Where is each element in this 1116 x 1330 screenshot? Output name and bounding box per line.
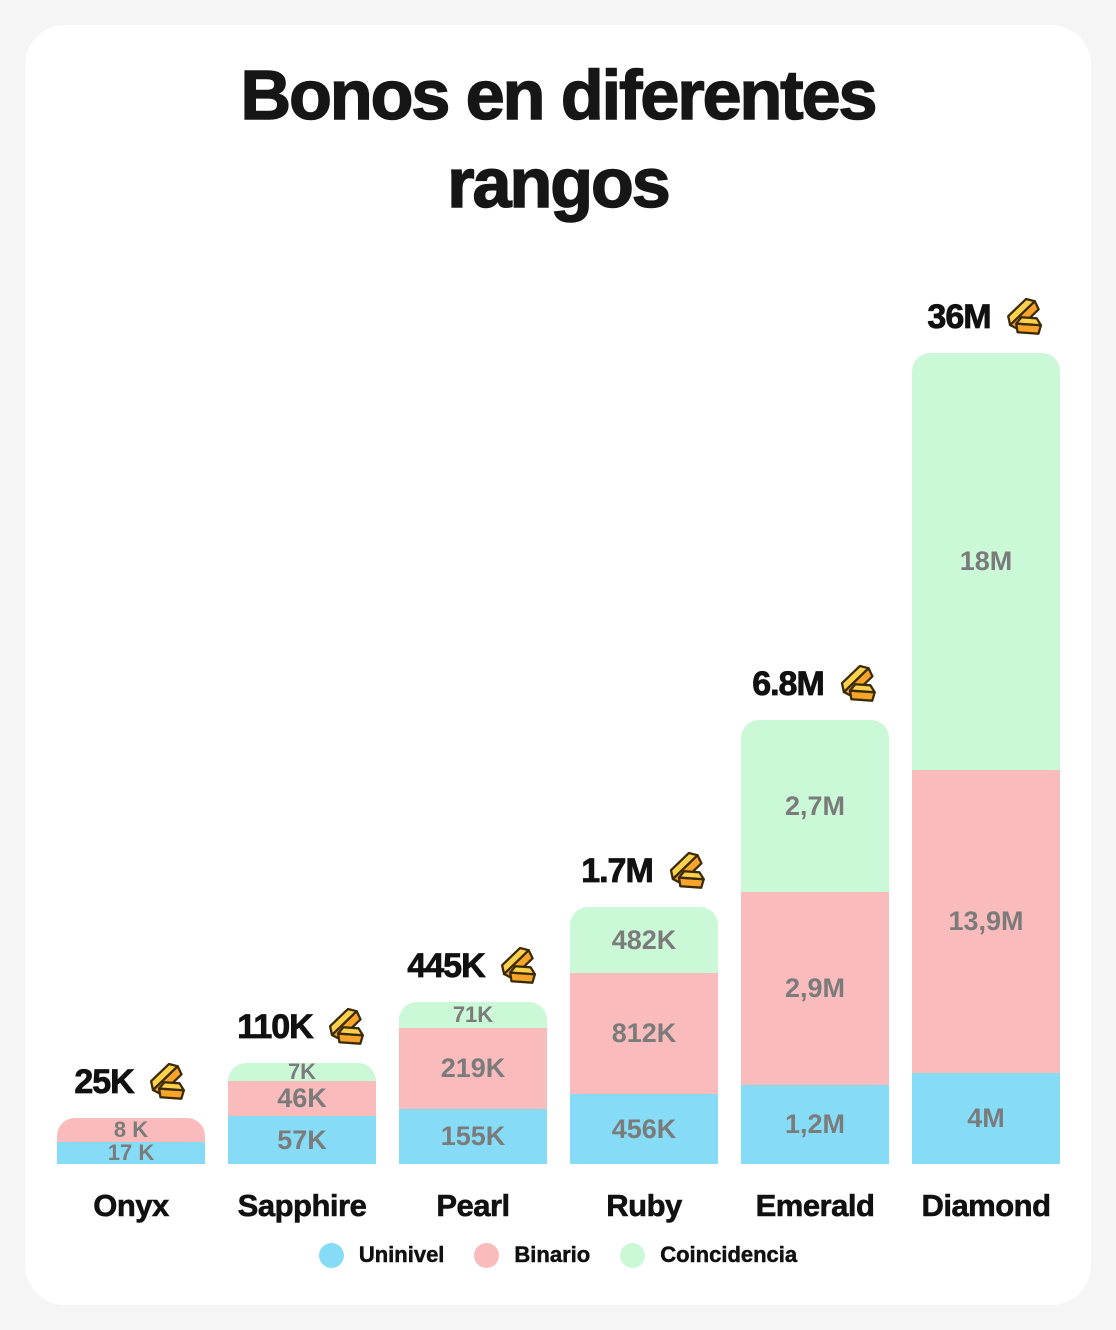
total-label-emerald: 6.8M	[752, 664, 878, 704]
segment-coincidencia-pearl: 71K	[399, 1002, 547, 1028]
bar-sapphire: 7K 46K 57K	[228, 1059, 376, 1164]
bar-onyx: 8 K 17 K	[57, 1117, 205, 1165]
legend-item-coincidencia: Coincidencia	[620, 1242, 797, 1268]
category-label-onyx: Onyx	[93, 1188, 170, 1224]
legend-swatch-coincidencia	[620, 1242, 646, 1268]
segment-value-label: 482K	[611, 924, 677, 955]
segment-value-label: 17 K	[107, 1140, 155, 1165]
bar-diamond: 18M 13,9M 4M	[912, 353, 1060, 1164]
gold-bars-icon	[501, 946, 537, 984]
legend-swatch-uninivel	[318, 1242, 344, 1268]
legend-label: Coincidencia	[660, 1242, 798, 1268]
total-label-sapphire: 110K	[237, 1007, 366, 1047]
segment-value-label: 155K	[440, 1121, 506, 1151]
total-value: 36M	[927, 297, 992, 336]
total-label-ruby: 1.7M	[581, 851, 707, 891]
segment-binario-pearl: 219K	[399, 1028, 547, 1109]
bar-pearl: 71K 219K 155K	[399, 1002, 547, 1164]
segment-value-label: 7K	[287, 1059, 317, 1084]
segment-value-label: 57K	[277, 1124, 327, 1155]
segment-value-label: 46K	[277, 1083, 327, 1113]
total-label-pearl: 445K	[407, 946, 538, 986]
total-value: 25K	[74, 1062, 135, 1101]
segment-coincidencia-emerald: 2,7M	[741, 720, 889, 892]
total-label-onyx: 25K	[74, 1062, 187, 1102]
segment-binario-diamond: 13,9M	[912, 770, 1060, 1073]
segment-coincidencia-diamond: 18M	[912, 353, 1060, 770]
category-label-sapphire: Sapphire	[237, 1188, 367, 1224]
segment-uninivel-sapphire: 57K	[228, 1116, 376, 1164]
legend-swatch-binario	[474, 1242, 500, 1268]
total-value: 1.7M	[581, 851, 654, 890]
segment-uninivel-emerald: 1,2M	[741, 1085, 889, 1164]
gold-bars-icon	[1007, 297, 1043, 335]
segment-value-label: 456K	[611, 1113, 677, 1144]
segment-coincidencia-ruby: 482K	[570, 907, 718, 973]
segment-binario-ruby: 812K	[570, 973, 718, 1094]
total-value: 110K	[237, 1007, 314, 1046]
category-label-diamond: Diamond	[921, 1188, 1051, 1224]
bar-ruby: 482K 812K 456K	[570, 907, 718, 1164]
segment-value-label: 2,7M	[784, 790, 846, 821]
segment-value-label: 4M	[967, 1103, 1005, 1133]
segment-uninivel-onyx: 17 K	[57, 1140, 205, 1165]
segment-uninivel-diamond: 4M	[912, 1073, 1060, 1164]
chart-legend: Uninivel Binario Coincidencia	[0, 1242, 1116, 1268]
segment-binario-emerald: 2,9M	[741, 892, 889, 1085]
total-value: 445K	[407, 946, 486, 985]
segment-binario-onyx: 8 K	[57, 1117, 205, 1142]
gold-bars-icon	[150, 1062, 186, 1100]
segment-value-label: 13,9M	[948, 906, 1024, 936]
total-label-diamond: 36M	[927, 297, 1044, 337]
category-label-pearl: Pearl	[436, 1188, 510, 1224]
segment-uninivel-ruby: 456K	[570, 1094, 718, 1164]
segment-coincidencia-sapphire: 7K	[228, 1059, 376, 1084]
gold-bars-icon	[329, 1007, 365, 1045]
category-label-emerald: Emerald	[755, 1188, 875, 1224]
segment-value-label: 1,2M	[784, 1109, 846, 1139]
segment-value-label: 812K	[611, 1018, 677, 1048]
segment-value-label: 219K	[440, 1053, 506, 1083]
gold-bars-icon	[840, 664, 876, 702]
chart-title-line2: rangos	[447, 143, 672, 222]
segment-value-label: 18M	[959, 546, 1013, 576]
gold-bars-icon	[669, 851, 705, 889]
legend-item-binario: Binario	[474, 1242, 590, 1268]
segment-value-label: 71K	[452, 1002, 494, 1027]
bar-emerald: 2,7M 2,9M 1,2M	[741, 720, 889, 1164]
segment-binario-sapphire: 46K	[228, 1081, 376, 1116]
chart-title: Bonos en diferentes rangos	[0, 52, 1116, 227]
legend-label: Uninivel	[358, 1242, 445, 1268]
chart-title-line1: Bonos en diferentes	[240, 55, 878, 134]
category-label-ruby: Ruby	[606, 1188, 683, 1224]
legend-label: Binario	[514, 1242, 591, 1268]
legend-item-uninivel: Uninivel	[318, 1242, 445, 1268]
total-value: 6.8M	[752, 664, 825, 703]
segment-uninivel-pearl: 155K	[399, 1109, 547, 1164]
segment-value-label: 2,9M	[784, 973, 846, 1003]
segment-value-label: 8 K	[113, 1117, 149, 1142]
